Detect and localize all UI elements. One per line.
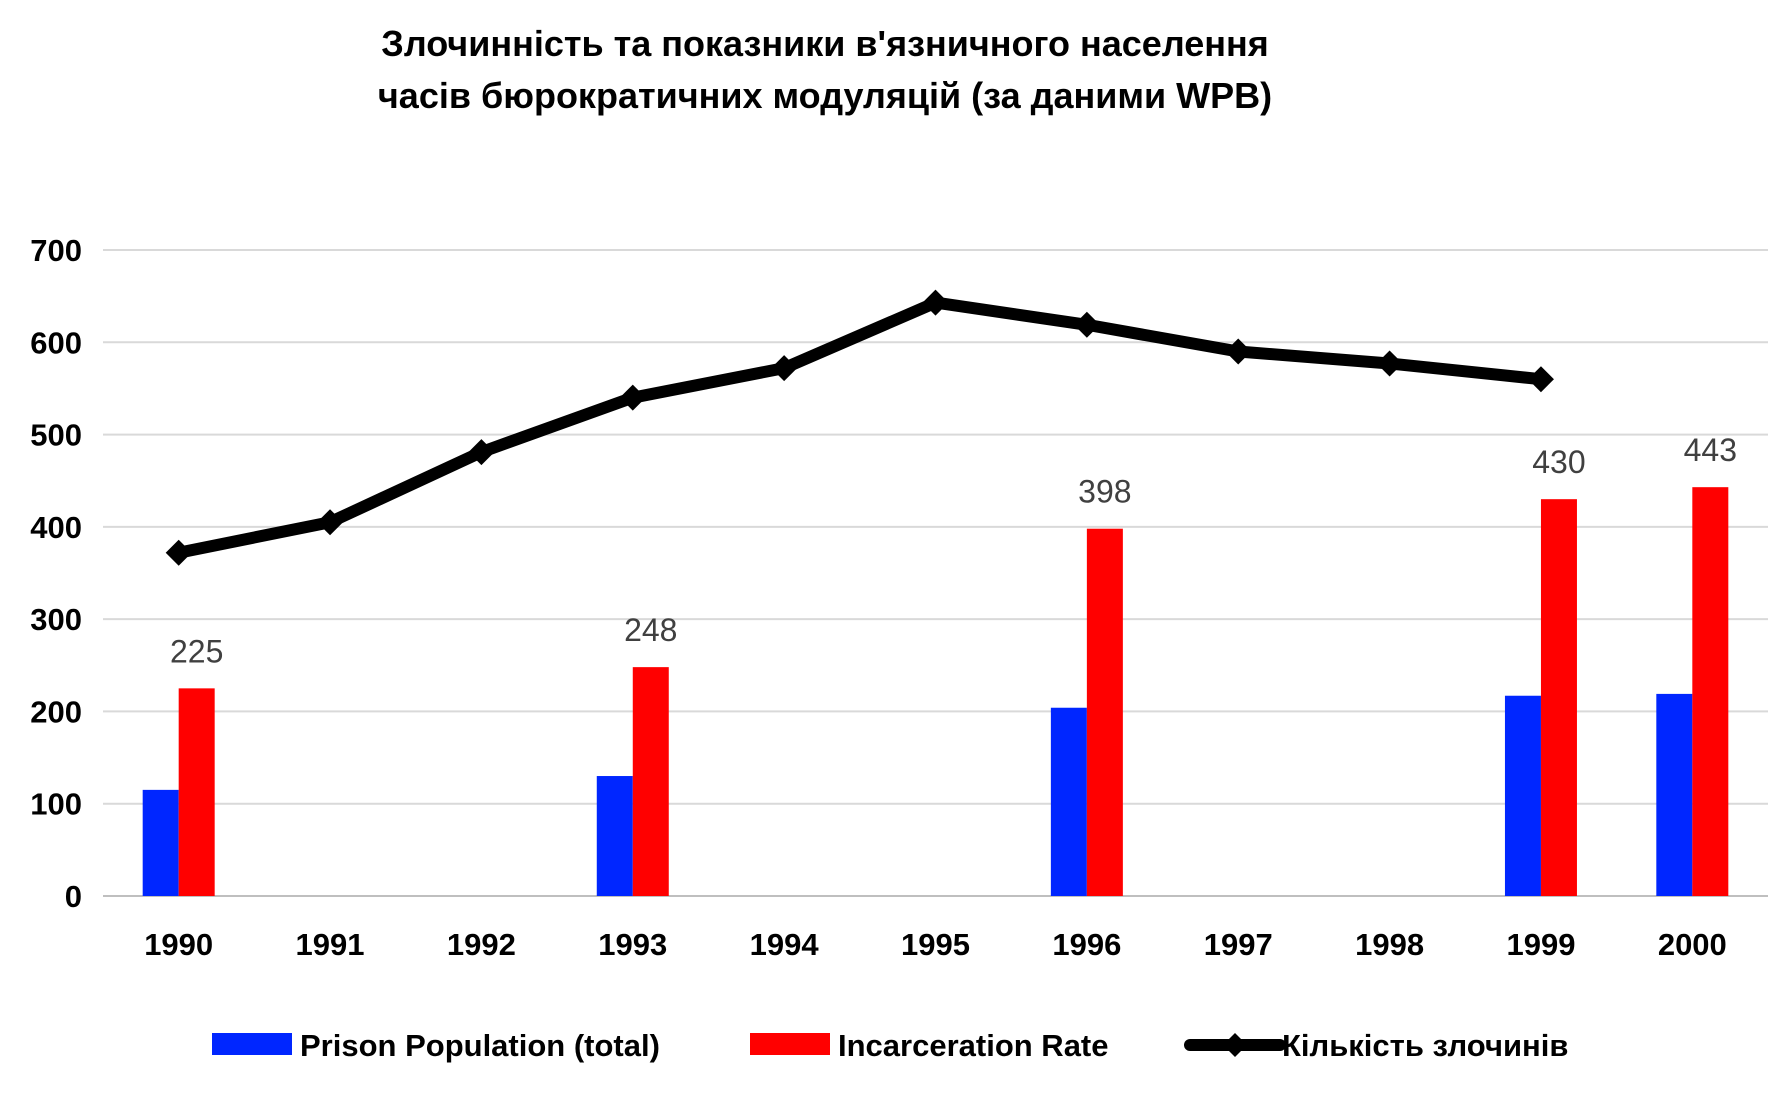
crime-count-marker-1990 xyxy=(165,539,192,566)
y-tick-label-700: 700 xyxy=(30,233,82,268)
legend-crime-count-label: Кількість злочинів xyxy=(1282,1028,1568,1063)
data-label-1999: 430 xyxy=(1532,444,1585,480)
data-label-1993: 248 xyxy=(624,612,677,648)
x-tick-label-1990: 1990 xyxy=(144,927,213,962)
legend-prison-population-swatch xyxy=(212,1033,292,1055)
y-tick-label-500: 500 xyxy=(30,418,82,453)
x-tick-label-1991: 1991 xyxy=(296,927,365,962)
chart-title: Злочинність та показники в'язничного нас… xyxy=(0,18,1650,122)
data-label-2000: 443 xyxy=(1684,432,1737,468)
crime-count-marker-1999 xyxy=(1527,366,1554,393)
crime-count-marker-1991 xyxy=(317,509,344,536)
y-tick-label-100: 100 xyxy=(30,787,82,822)
crime-count-marker-1996 xyxy=(1073,311,1100,338)
legend-crime-count-marker xyxy=(1223,1033,1247,1057)
x-tick-label-2000: 2000 xyxy=(1658,927,1727,962)
bar-incarceration-rate-1990 xyxy=(178,688,215,896)
bar-prison-population-2000 xyxy=(1656,693,1693,896)
legend-incarceration-rate-swatch xyxy=(750,1033,830,1055)
x-tick-label-1993: 1993 xyxy=(598,927,667,962)
crime-line-layer xyxy=(165,289,1554,566)
crime-count-marker-1998 xyxy=(1376,350,1403,377)
x-tick-label-1994: 1994 xyxy=(750,927,820,962)
crime-count-marker-1993 xyxy=(619,384,646,411)
crime-count-marker-1994 xyxy=(771,355,798,382)
bar-prison-population-1990 xyxy=(142,789,179,896)
x-tick-label-1996: 1996 xyxy=(1052,927,1121,962)
y-tick-label-0: 0 xyxy=(65,879,82,914)
bar-incarceration-rate-2000 xyxy=(1692,487,1729,896)
gridlines xyxy=(103,249,1768,897)
x-tick-label-1999: 1999 xyxy=(1506,927,1575,962)
bar-incarceration-rate-1993 xyxy=(632,667,669,896)
crime-count-line xyxy=(172,296,1547,559)
chart-title-line-1: Злочинність та показники в'язничного нас… xyxy=(381,23,1269,64)
bar-incarceration-rate-1996 xyxy=(1086,528,1123,896)
crime-count-marker-1995 xyxy=(922,289,949,316)
legend-incarceration-rate-label: Incarceration Rate xyxy=(838,1028,1109,1063)
data-label-1996: 398 xyxy=(1078,474,1131,510)
y-tick-label-300: 300 xyxy=(30,602,82,637)
labels: 0 100 200 300 400 500 600 700 1990 1991 1992 1993 19… xyxy=(30,233,1737,962)
legend: Prison Population (total) Incarceration R… xyxy=(212,1028,1568,1063)
legend-prison-population-label: Prison Population (total) xyxy=(300,1028,660,1063)
y-tick-label-400: 400 xyxy=(30,510,82,545)
y-tick-label-600: 600 xyxy=(30,325,82,360)
x-tick-label-1997: 1997 xyxy=(1204,927,1273,962)
x-tick-label-1992: 1992 xyxy=(447,927,516,962)
bar-prison-population-1999 xyxy=(1504,695,1541,896)
chart-title-line-2: часів бюрократичних модуляцій (за даними… xyxy=(377,75,1273,116)
x-tick-label-1995: 1995 xyxy=(901,927,970,962)
crime-count-marker-1997 xyxy=(1225,338,1252,365)
y-tick-label-200: 200 xyxy=(30,694,82,729)
bar-incarceration-rate-1999 xyxy=(1540,499,1577,896)
data-label-1990: 225 xyxy=(170,633,223,669)
bars xyxy=(142,487,1729,896)
bar-prison-population-1993 xyxy=(596,776,633,896)
bar-prison-population-1996 xyxy=(1050,707,1087,896)
crime-count-marker-1992 xyxy=(468,439,495,466)
x-tick-label-1998: 1998 xyxy=(1355,927,1424,962)
